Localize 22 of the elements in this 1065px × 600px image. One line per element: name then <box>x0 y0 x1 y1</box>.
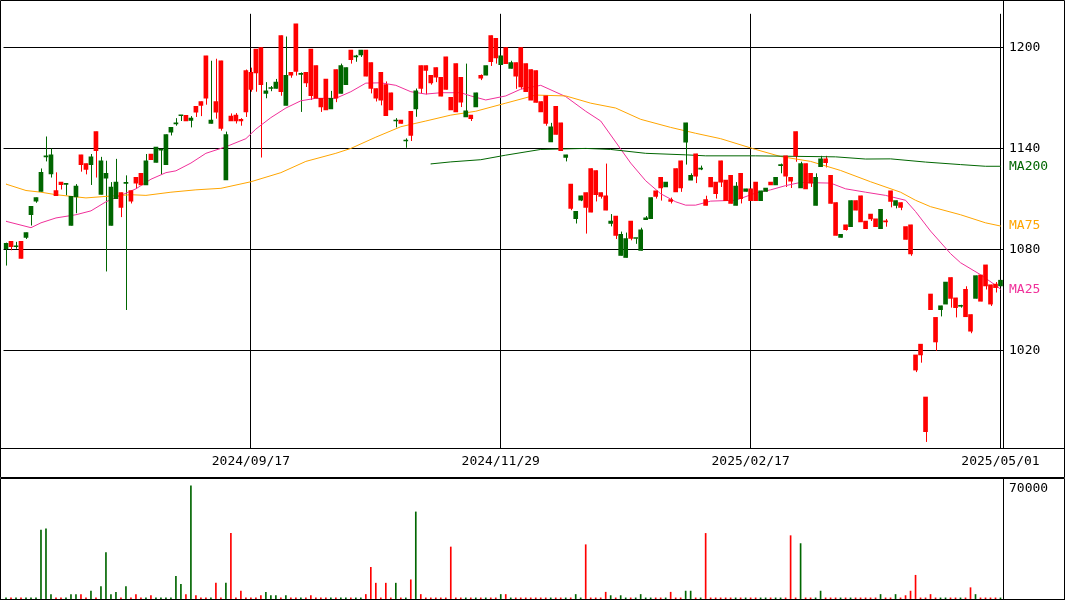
x-tick-label: 2024/11/29 <box>461 453 540 469</box>
candlestick <box>418 65 424 94</box>
candlestick <box>123 174 129 311</box>
candlestick <box>413 88 419 118</box>
candlestick <box>103 160 109 272</box>
candlestick <box>618 231 624 256</box>
candlestick <box>733 181 738 206</box>
y-tick-label: 1020 <box>1009 341 1041 357</box>
x-tick-label: 2025/02/17 <box>711 453 790 469</box>
y-tick-label: 1080 <box>1009 240 1041 256</box>
candlestick <box>973 275 978 299</box>
candlestick <box>118 192 124 218</box>
x-tick-label: 2025/05/01 <box>961 453 1040 469</box>
candlestick <box>918 343 923 364</box>
series-label: MA200 <box>1009 157 1049 173</box>
candlestick <box>298 71 304 113</box>
x-tick-label: 2024/09/17 <box>211 453 291 469</box>
text: 70000 <box>1009 479 1049 495</box>
series-label: MA25 <box>1009 280 1041 296</box>
y-tick-label: 1200 <box>1009 38 1041 54</box>
series-label: MA75 <box>1009 217 1041 233</box>
y-tick-label: 1140 <box>1009 139 1041 155</box>
